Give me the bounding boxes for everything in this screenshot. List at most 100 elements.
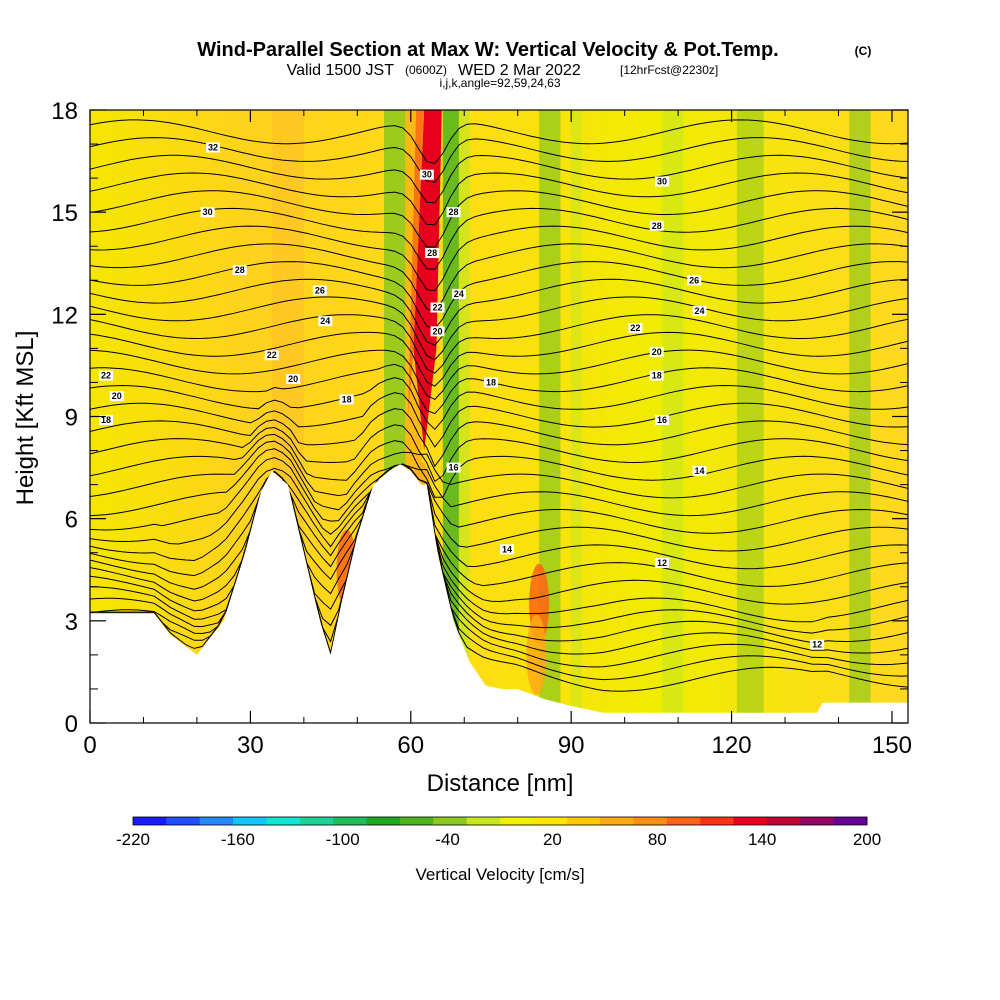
theta-contour [90, 463, 908, 634]
colorbar-swatch [199, 817, 234, 825]
contour-label-text: 28 [652, 221, 662, 231]
contour-label-text: 16 [657, 415, 667, 425]
contour-label: 16 [446, 462, 461, 473]
theta-contour [90, 377, 908, 431]
contour-label: 20 [649, 346, 664, 357]
x-tick-label: 0 [83, 732, 96, 759]
theta-contour [90, 172, 908, 226]
contour-label-bg [446, 462, 461, 473]
updraft-core [413, 110, 442, 451]
colorbar-swatch [166, 817, 201, 825]
contour-label-text: 32 [208, 142, 218, 152]
contour-label-bg [649, 220, 664, 231]
contour-label: 12 [810, 639, 825, 650]
contour-label-bg [205, 142, 220, 153]
theta-contour [90, 440, 908, 499]
terrain-mask [90, 464, 908, 723]
colorbar-tick-label: -40 [435, 830, 460, 849]
contour-label-text: 22 [630, 323, 640, 333]
contour-label-bg [810, 639, 825, 650]
contour-label-bg [312, 285, 327, 296]
contour-label: 18 [649, 370, 664, 381]
theta-contour [90, 261, 908, 330]
theta-contour [90, 463, 908, 570]
contour-label-text: 28 [427, 248, 437, 258]
contour-label-bg [446, 207, 461, 218]
contour-label: 18 [483, 377, 498, 388]
colorbar-swatch [600, 817, 634, 825]
theta-contour [90, 154, 908, 204]
colorbar-swatch [733, 817, 768, 825]
title-mark: (C) [855, 44, 872, 58]
contour-label: 26 [312, 285, 327, 296]
contour-label-text: 20 [433, 326, 443, 336]
contour-label: 30 [419, 169, 434, 180]
contour-label-text: 24 [320, 316, 330, 326]
contour-label-bg [692, 465, 707, 476]
contour-label-text: 24 [454, 289, 464, 299]
theta-contour [90, 433, 908, 498]
colorbar-tick-label: -220 [116, 830, 150, 849]
colorbar-swatch [500, 817, 534, 825]
y-axis-label: Height [Kft MSL] [12, 331, 39, 506]
colorbar-swatch [666, 817, 701, 825]
contour-label: 22 [264, 350, 279, 361]
colorbar-swatch [133, 817, 167, 825]
x-tick-label: 30 [237, 732, 264, 759]
y-tick-label: 9 [65, 405, 78, 432]
grid-info: i,j,k,angle=92,59,24,63 [439, 76, 560, 90]
valid-date: WED 2 Mar 2022 [458, 62, 581, 79]
colorbar-swatch [633, 817, 668, 825]
contour-label-bg [232, 265, 247, 276]
colorbar-swatch [333, 817, 367, 825]
contour-label-bg [99, 414, 114, 425]
colorbar-tick-label: -100 [326, 830, 360, 849]
contour-label-text: 30 [657, 177, 667, 187]
weak-band [571, 110, 582, 723]
contour-label-text: 20 [652, 347, 662, 357]
downdraft-band-3 [736, 110, 764, 723]
contour-label: 12 [655, 557, 670, 568]
contour-label-bg [99, 370, 114, 381]
theta-contour [90, 463, 908, 605]
theta-contour [90, 243, 908, 312]
y-tick-label: 12 [51, 302, 78, 329]
contour-label-text: 22 [433, 303, 443, 313]
x-tick-label: 120 [712, 732, 752, 759]
theta-contour [90, 424, 908, 483]
colorbar-swatch [366, 817, 401, 825]
contour-label-text: 14 [694, 466, 704, 476]
contour-label-text: 26 [689, 275, 699, 285]
downdraft-band-4 [849, 110, 871, 723]
theta-contour [90, 331, 908, 387]
x-tick-label: 60 [397, 732, 424, 759]
contour-label: 28 [425, 248, 440, 259]
colorbar-swatch [766, 817, 801, 825]
colorbar [132, 816, 868, 826]
y-tick-label: 3 [65, 609, 78, 636]
y-tick-label: 15 [51, 200, 78, 227]
colorbar-swatch [533, 817, 568, 825]
contour-label-text: 18 [101, 415, 111, 425]
theta-contour [90, 190, 908, 248]
theta-contour [90, 463, 908, 552]
contour-label-text: 16 [449, 463, 459, 473]
colorbar-tick-label: 20 [543, 830, 562, 849]
colorbar-tick-label: 200 [853, 830, 881, 849]
colorbar-tick-label: 80 [648, 830, 667, 849]
field-background [90, 110, 908, 723]
contour-label: 14 [692, 465, 707, 476]
contour-label-text: 18 [652, 371, 662, 381]
contour-label-bg [649, 346, 664, 357]
contour-label: 30 [200, 207, 215, 218]
contour-label-text: 26 [315, 285, 325, 295]
colorbar-swatch [399, 817, 434, 825]
contour-label-bg [318, 316, 333, 327]
contour-label-text: 22 [101, 371, 111, 381]
contour-label-text: 22 [267, 350, 277, 360]
contour-label: 20 [286, 374, 301, 385]
forecast-info: [12hrFcst@2230z] [620, 63, 718, 77]
theta-contour [90, 137, 908, 183]
contour-label: 24 [451, 288, 466, 299]
